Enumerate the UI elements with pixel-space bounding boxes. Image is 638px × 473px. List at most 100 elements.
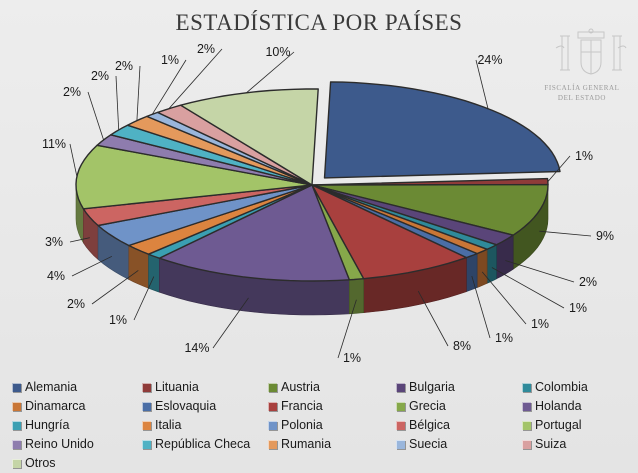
data-label-rep-blica-checa: 2% <box>91 69 109 83</box>
legend-label: Colombia <box>535 380 588 394</box>
legend-swatch <box>522 420 531 430</box>
leader-line <box>547 155 571 182</box>
leader-line <box>133 276 155 321</box>
legend-item: Bélgica <box>396 418 450 432</box>
leader-line <box>168 48 223 109</box>
legend-swatch <box>396 382 405 392</box>
legend-label: Reino Unido <box>25 437 94 451</box>
pie-chart: 24% 1% 9% 2% 1% 1% 1% 8% 1% 14% 1% 2% 4% 3% 11% 2% 2% 2% 1… <box>42 42 614 365</box>
legend-swatch <box>12 382 21 392</box>
pie-slice-polonia <box>97 184 313 247</box>
legend-swatch <box>522 382 531 392</box>
legend-swatch <box>142 439 151 449</box>
legend-label: Italia <box>155 418 182 432</box>
legend-label: Bulgaria <box>409 380 455 394</box>
legend-item: Austria <box>268 380 320 394</box>
data-label-rumania: 2% <box>115 59 133 73</box>
data-label-colombia: 1% <box>569 301 587 315</box>
data-label-holanda: 14% <box>184 341 209 355</box>
leader-line <box>246 51 295 94</box>
legend-label: Eslovaquia <box>155 399 217 413</box>
legend-label: Francia <box>281 399 323 413</box>
legend-swatch <box>268 420 277 430</box>
leader-line <box>539 230 592 237</box>
data-label-hungr-a: 1% <box>109 313 127 327</box>
legend-item: Suiza <box>522 437 566 451</box>
legend-swatch <box>142 420 151 430</box>
fiscalia-seal-icon <box>555 28 627 75</box>
legend-item: Francia <box>268 399 323 413</box>
legend-item: Italia <box>142 418 181 432</box>
legend-item: Dinamarca <box>12 399 85 413</box>
data-label-suecia: 1% <box>161 53 179 67</box>
leader-line <box>69 237 90 243</box>
data-label-austria: 9% <box>596 229 614 243</box>
legend-item: Rumania <box>268 437 331 451</box>
data-label-grecia: 1% <box>343 351 361 365</box>
data-label-portugal: 11% <box>42 137 66 151</box>
leader-line <box>136 65 141 121</box>
leader-line <box>491 267 565 309</box>
legend-swatch <box>396 439 405 449</box>
data-label-dinamarca: 1% <box>531 317 549 331</box>
legend-swatch <box>396 401 405 411</box>
legend-item: Eslovaquia <box>142 399 216 413</box>
legend-swatch <box>12 420 21 430</box>
legend-item: Hungría <box>12 418 69 432</box>
pie-slice-francia <box>311 184 468 280</box>
legend-swatch <box>522 401 531 411</box>
leader-line <box>471 275 491 339</box>
legend-label: Rumania <box>281 437 332 451</box>
leader-line <box>151 59 187 115</box>
leader-line <box>505 260 575 283</box>
data-label-bulgaria: 2% <box>579 275 597 289</box>
legend-label: Polonia <box>281 418 323 432</box>
legend-swatch <box>142 382 151 392</box>
data-label-otros: 10% <box>265 45 290 59</box>
legend-label: Bélgica <box>409 418 450 432</box>
data-label-polonia: 4% <box>47 269 65 283</box>
pie-slice-holanda <box>158 184 350 282</box>
legend-swatch <box>522 439 531 449</box>
legend-item: Bulgaria <box>396 380 455 394</box>
data-label-lituania: 1% <box>575 149 593 163</box>
legend-item: Polonia <box>268 418 323 432</box>
legend-item: Lituania <box>142 380 199 394</box>
pie-slice-side-dinamarca <box>476 248 488 289</box>
data-label-b-lgica: 3% <box>45 235 63 249</box>
legend-item: Otros <box>12 456 56 470</box>
legend-label: Lituania <box>155 380 199 394</box>
pie-slice-alemania <box>323 81 561 179</box>
data-label-reino-unido: 2% <box>63 85 81 99</box>
legend-item: Colombia <box>522 380 588 394</box>
data-label-alemania: 24% <box>477 53 502 67</box>
legend-swatch <box>142 401 151 411</box>
legend-label: Suecia <box>409 437 448 451</box>
legend-item: Reino Unido <box>12 437 94 451</box>
legend-label: República Checa <box>155 437 251 451</box>
leader-line <box>481 271 527 325</box>
leader-line <box>71 255 113 277</box>
seal-caption-2: DEL ESTADO <box>557 94 607 102</box>
legend-label: Alemania <box>25 380 78 394</box>
leader-line <box>91 270 139 305</box>
legend-swatch <box>12 439 21 449</box>
seal-caption-1: FISCALÍA GENERAL <box>544 84 620 92</box>
pie-slice-portugal <box>75 144 313 210</box>
legend-item: Portugal <box>522 418 582 432</box>
pie-slice-austria <box>311 183 549 236</box>
legend-label: Suiza <box>535 437 567 451</box>
legend-label: Holanda <box>535 399 582 413</box>
leader-line <box>337 299 357 359</box>
legend-swatch <box>268 439 277 449</box>
legend-item: República Checa <box>142 437 250 451</box>
data-label-suiza: 2% <box>197 42 215 56</box>
chart-title: ESTADÍSTICA POR PAÍSES <box>175 10 463 35</box>
leader-line <box>115 75 120 130</box>
pie-slice-side-grecia <box>349 278 364 315</box>
legend-label: Hungría <box>25 418 70 432</box>
leader-line <box>417 290 449 347</box>
legend-label: Dinamarca <box>25 399 86 413</box>
data-label-francia: 8% <box>453 339 471 353</box>
leader-line <box>69 143 78 177</box>
